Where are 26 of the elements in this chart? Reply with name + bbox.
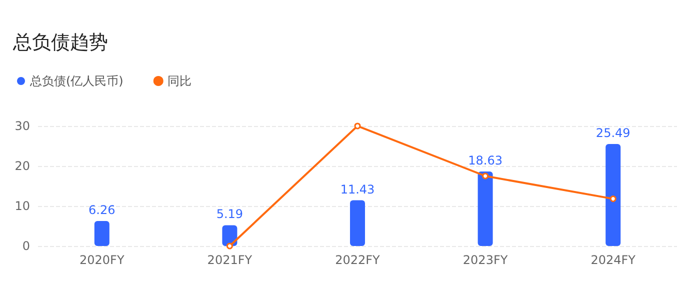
y-tick-label: 30 <box>14 119 30 133</box>
y-tick-label: 20 <box>14 159 30 173</box>
point <box>482 172 489 180</box>
bar <box>94 220 110 246</box>
x-tick-label: 2020FY <box>80 253 125 267</box>
y-tick-label: 0 <box>22 239 30 253</box>
data-label: 5.19 <box>216 207 244 222</box>
x-tick-label: 2023FY <box>462 253 508 267</box>
bar <box>478 171 493 246</box>
chart-title: 总负债趋势 <box>12 32 108 54</box>
point <box>610 196 616 202</box>
data-label: 18.63 <box>468 153 502 168</box>
data-label: 25.49 <box>596 126 630 140</box>
x-tick-label: 2022FY <box>335 253 381 267</box>
x-tick-label: 2024FY <box>590 253 636 267</box>
point <box>354 122 361 130</box>
point <box>226 242 233 250</box>
data-label: 11.43 <box>340 182 375 196</box>
legend-label: 同比 <box>167 74 192 88</box>
x-tick-label: 2021FY <box>207 253 253 267</box>
data-label: 6.26 <box>88 202 116 217</box>
bar <box>606 144 621 246</box>
legend-label: 总负债(亿人民币) <box>29 74 124 88</box>
bar <box>350 200 365 246</box>
bar <box>222 225 238 246</box>
y-tick-label: 10 <box>14 199 30 213</box>
